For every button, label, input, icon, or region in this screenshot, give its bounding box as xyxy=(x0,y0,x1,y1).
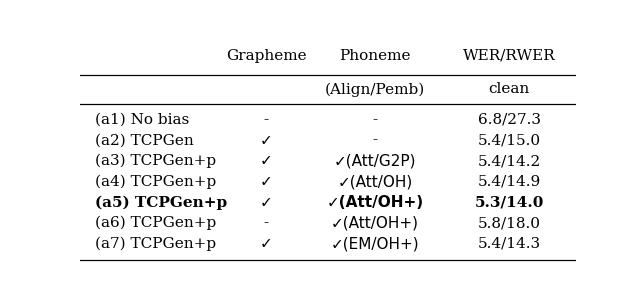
Text: -: - xyxy=(372,133,378,147)
Text: 5.4/15.0: 5.4/15.0 xyxy=(477,133,541,147)
Text: (a4) TCPGen+p: (a4) TCPGen+p xyxy=(95,174,216,189)
Text: ✓(Att/OH+): ✓(Att/OH+) xyxy=(331,216,419,230)
Text: 5.4/14.9: 5.4/14.9 xyxy=(477,175,541,189)
Text: 5.4/14.3: 5.4/14.3 xyxy=(477,237,541,251)
Text: ✓(Att/OH+): ✓(Att/OH+) xyxy=(326,195,424,210)
Text: 5.8/18.0: 5.8/18.0 xyxy=(477,216,541,230)
Text: (a2) TCPGen: (a2) TCPGen xyxy=(95,133,194,147)
Text: -: - xyxy=(264,216,269,230)
Text: (a7) TCPGen+p: (a7) TCPGen+p xyxy=(95,237,216,251)
Text: ✓: ✓ xyxy=(260,174,273,189)
Text: -: - xyxy=(264,113,269,127)
Text: ✓: ✓ xyxy=(260,236,273,251)
Text: ✓: ✓ xyxy=(260,153,273,168)
Text: Phoneme: Phoneme xyxy=(339,49,411,63)
Text: (a5) TCPGen+p: (a5) TCPGen+p xyxy=(95,195,227,209)
Text: ✓(EM/OH+): ✓(EM/OH+) xyxy=(331,236,419,251)
Text: -: - xyxy=(372,113,378,127)
Text: 5.4/14.2: 5.4/14.2 xyxy=(477,154,541,168)
Text: (a6) TCPGen+p: (a6) TCPGen+p xyxy=(95,216,216,230)
Text: (a1) No bias: (a1) No bias xyxy=(95,113,189,127)
Text: 6.8/27.3: 6.8/27.3 xyxy=(477,113,541,127)
Text: ✓: ✓ xyxy=(260,195,273,210)
Text: 5.3/14.0: 5.3/14.0 xyxy=(474,195,544,209)
Text: Grapheme: Grapheme xyxy=(226,49,307,63)
Text: ✓: ✓ xyxy=(260,133,273,148)
Text: clean: clean xyxy=(488,83,530,96)
Text: WER/RWER: WER/RWER xyxy=(463,49,556,63)
Text: (a3) TCPGen+p: (a3) TCPGen+p xyxy=(95,154,216,168)
Text: (Align/Pemb): (Align/Pemb) xyxy=(325,82,425,97)
Text: ✓(Att/G2P): ✓(Att/G2P) xyxy=(334,153,417,168)
Text: ✓(Att/OH): ✓(Att/OH) xyxy=(337,174,413,189)
